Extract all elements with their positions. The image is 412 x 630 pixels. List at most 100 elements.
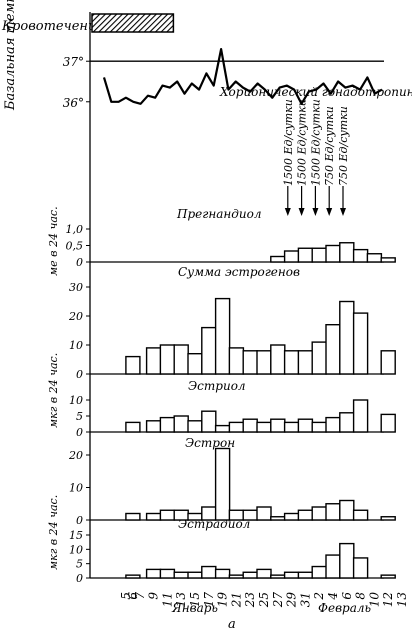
hcg-dose-label-group: 1500 Ед/сутки (309, 99, 322, 186)
estriol-bar (339, 412, 355, 433)
figure-letter: а (228, 617, 236, 630)
x-tick-label: 8 (354, 592, 368, 600)
estrogens-sum-bar (325, 324, 341, 375)
estradiol-bar (352, 557, 369, 579)
pregnanediol-bar (297, 247, 314, 263)
estrogens-sum-ytick-label: 20 (68, 310, 83, 323)
x-tick-label: 25 (257, 592, 271, 608)
x-tick-label: 11 (160, 592, 174, 607)
estrogens-sum-title: Сумма эстрогенов (178, 265, 300, 279)
hcg-dose-label: 1500 Ед/сутки (309, 99, 322, 186)
estrone-bar (145, 512, 162, 521)
estradiol-ytick-label: 5 (76, 558, 83, 571)
estradiol-bar (125, 574, 141, 579)
estriol-bar (256, 421, 272, 433)
estrone-ytick-label: 0 (76, 514, 83, 527)
unit-mkg-label-group-1: мкг в 24 час. (47, 353, 60, 428)
x-tick-label-group: 5 (119, 592, 133, 600)
x-tick-label-group: 13 (174, 592, 188, 608)
temp-tick-label: 37° (63, 55, 84, 69)
x-tick-label: 15 (188, 592, 202, 607)
hcg-arrowhead (312, 208, 319, 216)
hcg-dose-label-group: 750 Ед/сутки (323, 106, 336, 186)
x-tick-label-group: 7 (133, 592, 147, 600)
estriol-ytick-label: 5 (76, 410, 83, 423)
x-tick-label: 6 (126, 592, 140, 600)
x-tick-label-group: 11 (160, 592, 174, 607)
unit-mkg-label-1: мкг в 24 час. (47, 353, 60, 428)
x-tick-label: 9 (147, 592, 161, 600)
estradiol-ytick-label: 0 (76, 572, 83, 585)
estrogens-sum-ytick-label: 10 (69, 339, 83, 352)
x-tick-label: 5 (119, 592, 133, 600)
estriol-bar (325, 416, 341, 433)
x-tick-label-group: 9 (147, 592, 161, 600)
estradiol-bar (380, 574, 396, 579)
estrone-bar (380, 516, 396, 521)
estradiol-bar (242, 571, 258, 579)
estrogens-sum-bar (228, 347, 245, 375)
estrone-bar (125, 512, 141, 521)
temp-tick-label: 36° (63, 96, 84, 110)
pregnanediol-bar (366, 253, 383, 263)
pregnanediol-title: Прегнандиол (176, 207, 261, 221)
estriol-bar (228, 421, 245, 433)
estriol-bar (187, 420, 203, 433)
estradiol-bar (228, 574, 245, 579)
estriol-bar (311, 421, 327, 433)
estriol-title: Эстриол (188, 379, 246, 393)
month-january: Январь (171, 601, 218, 615)
estrone-bar (159, 509, 176, 521)
estrogens-sum-bar (256, 350, 272, 375)
estriol-bar (242, 418, 258, 433)
x-tick-label-group: 21 (229, 592, 243, 608)
estriol-ytick-label: 10 (69, 394, 83, 407)
estradiol-bar (283, 571, 300, 579)
x-tick-label-group: 10 (367, 592, 381, 608)
hcg-arrowhead (284, 208, 291, 216)
x-tick-label-group: 6 (126, 592, 140, 600)
estrone-bar (270, 516, 286, 521)
month-february: Февраль (318, 601, 371, 615)
estradiol-bar (339, 542, 355, 579)
estrogens-sum-ytick-label: 30 (69, 281, 83, 294)
dynamic-layer: 37°36° 1500 Ед/сутки 1500 Ед/сутки 1500 Ед/… (63, 12, 409, 608)
estriol-bar (352, 399, 369, 433)
bleeding-bar (91, 13, 175, 33)
estrone-bar (242, 509, 258, 521)
estradiol-bar (214, 568, 231, 579)
bleeding-label: Кровотечение (1, 19, 104, 34)
x-tick-label-group: 6 (340, 592, 354, 600)
estrone-bar (201, 506, 217, 521)
hcg-label: Хорионический гонадотропин (219, 85, 412, 99)
x-tick-label: 4 (326, 592, 340, 601)
pregnanediol-bar (311, 247, 327, 263)
x-tick-label: 2 (312, 592, 326, 601)
estrogens-sum-bar (125, 355, 141, 375)
basal-temp-label: Базальная температура (3, 0, 18, 111)
estrone-title: Эстрон (185, 436, 235, 450)
x-tick-label: 31 (298, 592, 312, 607)
estriol-bar (173, 415, 189, 433)
estrogens-sum-bar (201, 326, 217, 375)
x-tick-label: 21 (229, 592, 243, 608)
estrogens-sum-bar (380, 350, 396, 375)
x-tick-label-group: 13 (395, 592, 409, 608)
hcg-arrowhead (298, 208, 305, 216)
basal-temp-ylabel: Базальная температура (3, 0, 18, 111)
pregnanediol-bar (283, 250, 300, 263)
estradiol-bar (311, 565, 327, 579)
estrone-bar (214, 447, 231, 521)
hcg-dose-label-group: 1500 Ед/сутки (282, 99, 295, 186)
estrogens-sum-bar (145, 347, 162, 375)
pregnanediol-bar (270, 255, 286, 263)
estrogens-sum-ytick-label: 0 (76, 368, 83, 381)
x-tick-label-group: 31 (298, 592, 312, 607)
estrone-bar (256, 506, 272, 521)
estrogens-sum-bar (214, 297, 231, 375)
x-tick-label-group: 27 (271, 592, 285, 609)
estradiol-bar (270, 574, 286, 579)
hcg-dose-label: 1500 Ед/сутки (296, 99, 309, 186)
estradiol-ytick-label: 10 (69, 543, 83, 556)
hcg-dose-label-group: 750 Ед/сутки (337, 106, 350, 186)
